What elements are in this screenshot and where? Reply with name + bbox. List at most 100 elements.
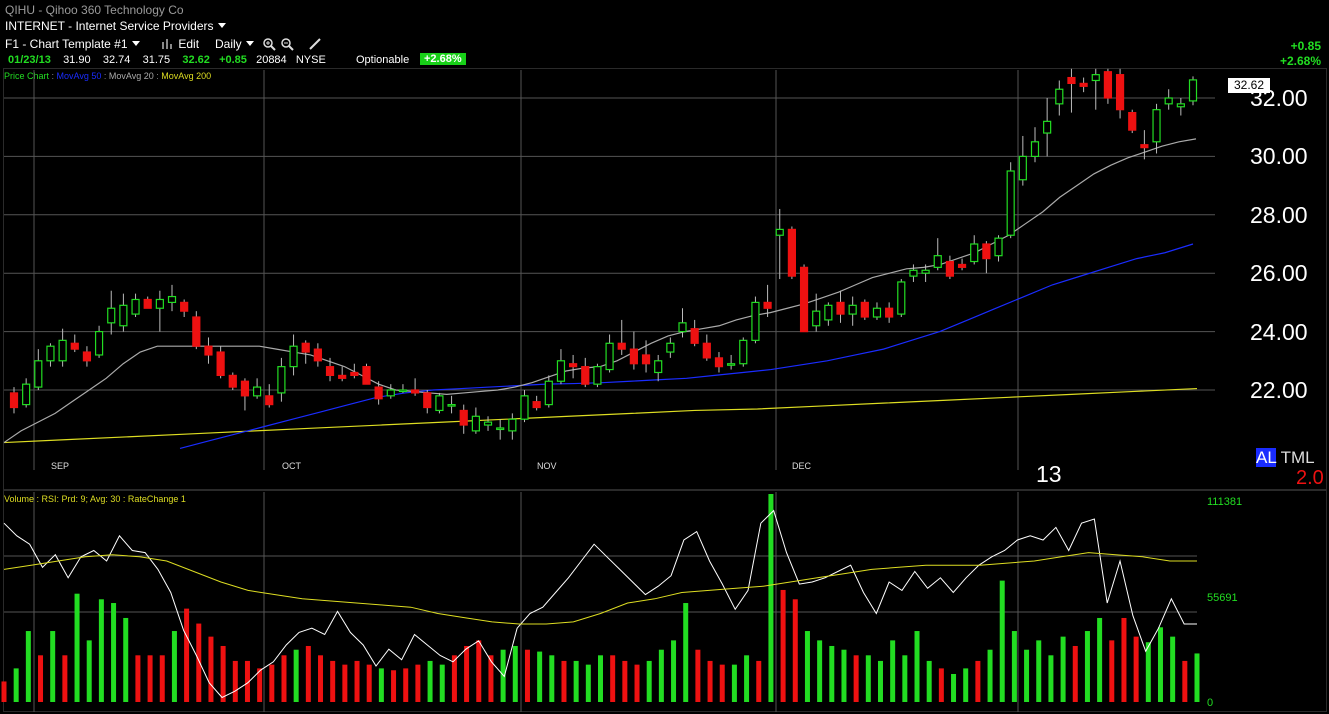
candle-body	[471, 415, 480, 432]
period-dropdown[interactable]: Daily	[215, 37, 254, 51]
zoom-out-icon[interactable]	[280, 37, 294, 51]
volume-bar	[914, 631, 920, 702]
candle-body	[617, 342, 626, 350]
candle-body	[167, 295, 177, 303]
volume-bar	[999, 580, 1005, 702]
volume-bar	[1011, 631, 1017, 702]
volume-bar	[25, 631, 31, 702]
candle-body	[775, 228, 784, 236]
industry-dropdown[interactable]: INTERNET - Internet Service Providers	[5, 19, 226, 33]
volume-bar	[695, 649, 701, 702]
volume-bar	[634, 664, 640, 702]
tml-label: TML	[1280, 448, 1315, 467]
candle-body	[1128, 111, 1137, 131]
zoom-in-icon[interactable]	[262, 37, 276, 51]
edit-button[interactable]: Edit	[161, 37, 199, 51]
chevron-down-icon	[131, 41, 140, 46]
volume-bar	[1060, 636, 1066, 702]
chart-template-dropdown[interactable]: F1 - Chart Template #1	[5, 37, 140, 51]
candle-body	[411, 389, 420, 394]
rank-value: 2.0	[1296, 467, 1324, 489]
candle-body	[860, 301, 869, 318]
volume-bar	[1121, 617, 1127, 702]
volume-bar	[13, 668, 19, 702]
volume-bar	[147, 655, 153, 702]
candle-body	[192, 316, 201, 347]
quote-open: 31.90	[63, 54, 91, 66]
volume-bar	[1048, 655, 1054, 702]
volume-bar	[1170, 636, 1176, 702]
volume-bar	[196, 623, 202, 702]
candle-body	[240, 380, 250, 397]
candle-body	[204, 345, 213, 356]
candle-body	[301, 342, 310, 353]
volume-bar	[403, 668, 409, 702]
bar-chart-icon	[162, 39, 172, 49]
volume-bar	[780, 589, 786, 702]
candle-body	[654, 360, 663, 374]
candle-body	[58, 339, 67, 362]
price-axis-label: 26.00	[1250, 260, 1308, 287]
candle-body	[70, 342, 79, 350]
optionable-label: Optionable	[356, 54, 410, 66]
draw-line-icon[interactable]	[308, 37, 322, 51]
year-label: 13	[1036, 461, 1062, 487]
header-change-abs: +0.85	[1290, 39, 1321, 53]
volume-bar	[427, 660, 433, 702]
candle-body	[1115, 74, 1125, 111]
month-label-nov: NOV	[537, 461, 557, 471]
volume-bar	[1157, 627, 1163, 702]
candle-body	[1164, 97, 1173, 105]
volume-bar	[975, 660, 981, 702]
candle-body	[180, 301, 189, 312]
pct-change-badge: +2.68%	[420, 53, 466, 65]
volume-bar	[573, 660, 579, 702]
ma50-line	[179, 243, 1194, 449]
volume-bar	[354, 660, 360, 702]
industry-label: INTERNET - Internet Service Providers	[5, 19, 214, 33]
volume-bar	[50, 631, 56, 702]
volume-bar	[1036, 640, 1042, 702]
candle-body	[508, 418, 517, 432]
volume-bar	[1194, 653, 1200, 702]
volume-bar	[293, 649, 299, 702]
rsi-line	[3, 509, 1197, 699]
candle-body	[520, 395, 529, 420]
month-label-dec: DEC	[792, 461, 812, 471]
volume-bar	[853, 655, 859, 702]
candle-body	[46, 345, 55, 362]
candle-body	[970, 243, 979, 263]
volume-bar	[244, 660, 250, 702]
volume-bar	[38, 655, 44, 702]
candle-body	[1067, 76, 1076, 84]
volume-bar	[123, 617, 129, 702]
candle-body	[398, 389, 408, 393]
rsi-average-line	[3, 552, 1197, 625]
candle-body	[1140, 144, 1149, 149]
candle-body	[1152, 109, 1161, 143]
candle-body	[933, 255, 942, 268]
candle-body	[447, 404, 456, 407]
al-tml-toggle[interactable]: AL TML	[1256, 448, 1315, 468]
volume-bar	[318, 655, 324, 702]
volume-bar	[938, 668, 944, 702]
candle-body	[155, 298, 164, 309]
candle-body	[325, 366, 335, 377]
volume-bar	[208, 636, 214, 702]
candle-body	[994, 237, 1003, 257]
candle-body	[265, 395, 274, 406]
lower-legend-text: Volume : RSI: Prd: 9; Avg: 30 : RateChan…	[4, 494, 186, 504]
volume-axis-zero: 0	[1207, 697, 1214, 709]
volume-bar	[1109, 640, 1115, 702]
last-price-marker: 32.62	[1228, 78, 1270, 93]
candle-body	[1055, 88, 1064, 105]
quote-line: 01/23/13 31.90 32.74 31.75 32.62 +0.85 2…	[8, 54, 326, 66]
ma200-line	[3, 387, 1198, 444]
volume-bar	[719, 664, 725, 702]
symbol-title[interactable]: QIHU - Qihoo 360 Technology Co	[5, 3, 184, 17]
legend-price-chart: Price Chart	[4, 71, 50, 81]
quote-exchange: NYSE	[295, 54, 326, 66]
candle-body	[641, 354, 651, 365]
volume-bar	[658, 649, 664, 702]
